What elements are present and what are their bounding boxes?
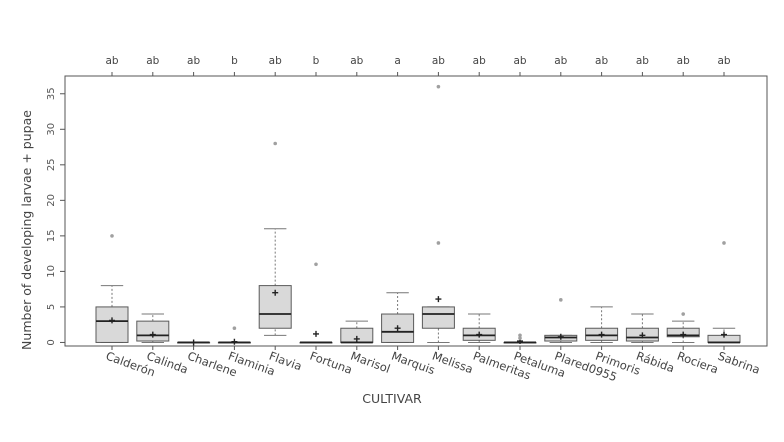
box-group [340, 320, 374, 344]
box-group [258, 141, 292, 336]
box [258, 285, 292, 329]
significance-letter: b [231, 55, 238, 67]
significance-letter: ab [146, 55, 159, 67]
y-axis: 0 5 10 15 20 25 30 35 [46, 87, 65, 346]
box [421, 306, 455, 329]
x-axis-title: CULTIVAR [362, 391, 422, 406]
box-group [707, 241, 741, 344]
box-group [503, 333, 537, 345]
significance-letter: ab [187, 55, 200, 67]
significance-letter: ab [269, 55, 282, 67]
mean-marker [680, 331, 687, 338]
box-group [381, 292, 415, 343]
mean-marker [231, 338, 238, 345]
significance-letter: a [394, 55, 400, 67]
outlier-point [559, 298, 563, 302]
box-group [666, 312, 700, 343]
box-group [95, 234, 129, 343]
box-group [462, 313, 496, 343]
significance-letter: ab [350, 55, 363, 67]
outlier-point [518, 336, 522, 340]
y-tick-label: 5 [46, 304, 57, 310]
outlier-point [436, 241, 441, 245]
box-group [217, 326, 251, 345]
y-tick-label: 0 [46, 339, 57, 345]
mean-marker [394, 325, 401, 332]
box [95, 306, 129, 343]
mean-marker [190, 339, 197, 346]
box-group [625, 313, 659, 343]
significance-letter: ab [677, 55, 690, 67]
outlier-point [722, 241, 726, 245]
outlier-point [436, 84, 441, 89]
box-group [585, 306, 619, 343]
boxes-layer [95, 84, 741, 346]
outlier-point [518, 333, 522, 338]
significance-letter: ab [717, 55, 730, 67]
significance-letter: ab [636, 55, 649, 67]
x-tick-label: Rociera [675, 349, 720, 377]
significance-letter: ab [595, 55, 608, 67]
x-tick-label: Fortuna [308, 349, 354, 377]
mean-marker [598, 331, 605, 338]
outlier-point [314, 262, 318, 267]
outlier-point [110, 234, 114, 238]
mean-marker [353, 335, 360, 342]
x-tick-label: Sabrina [716, 349, 762, 377]
box-group [136, 313, 170, 343]
plot-frame [64, 75, 768, 347]
x-tick-label: Rábida [634, 349, 676, 376]
significance-letters: ab ab ab b ab b ab a ab ab ab ab ab ab ab ab [105, 55, 731, 76]
mean-marker [476, 331, 483, 338]
box-group [421, 84, 455, 343]
box-group [299, 262, 333, 344]
y-tick-label: 15 [46, 230, 57, 243]
x-tick-label: Melissa [430, 349, 475, 377]
mean-marker [435, 296, 442, 303]
mean-marker [557, 333, 564, 340]
y-tick-label: 10 [46, 265, 57, 278]
y-axis-title: Number of developing larvae + pupae [19, 110, 34, 350]
significance-letter: ab [432, 55, 445, 67]
mean-marker [149, 331, 156, 338]
outlier-point [681, 312, 685, 316]
mean-marker [109, 317, 115, 324]
box-group [177, 339, 211, 346]
significance-letter: ab [554, 55, 567, 67]
y-tick-label: 30 [46, 123, 57, 136]
mean-marker [721, 331, 727, 338]
mean-marker [639, 332, 646, 339]
significance-letter: ab [513, 55, 526, 67]
outlier-point [232, 326, 237, 331]
x-tick-label: Marisol [349, 349, 392, 376]
significance-letter: ab [473, 55, 486, 67]
box-group [544, 298, 578, 343]
y-tick-label: 35 [46, 87, 57, 100]
x-tick-label: Marquis [390, 349, 437, 378]
outlier-point [273, 141, 278, 146]
significance-letter: ab [105, 55, 118, 67]
y-tick-label: 25 [46, 158, 57, 171]
box [136, 320, 170, 342]
y-tick-label: 20 [46, 194, 57, 207]
significance-letter: b [313, 55, 320, 67]
mean-marker [272, 289, 279, 296]
mean-marker [313, 330, 319, 337]
